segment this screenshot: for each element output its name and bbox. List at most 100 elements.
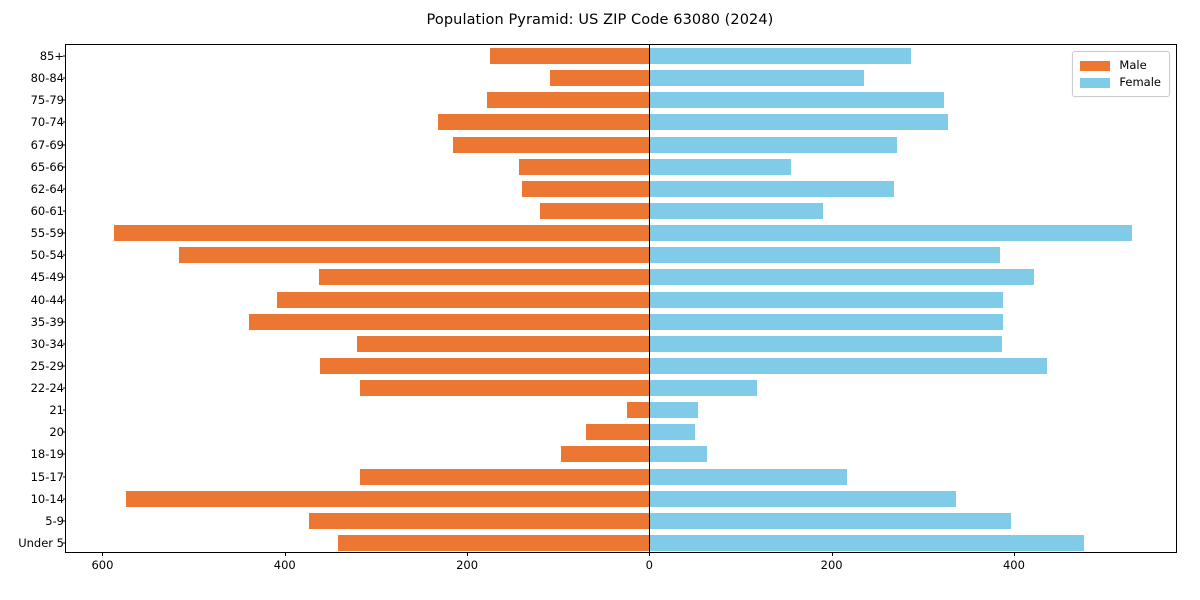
bar-male-85+ [489,48,650,65]
y-tick-label-60-61: 60-61 [30,203,64,218]
y-tick-label-20: 20 [49,425,64,440]
bar-female-30-34 [649,335,1003,352]
legend-swatch-female [1080,77,1111,88]
legend-label-female: Female [1119,74,1161,89]
y-tick-mark [62,498,66,500]
x-tick-label-0-3: 0 [645,558,654,572]
y-tick-mark [62,99,66,101]
bar-female-10-14 [649,490,956,507]
x-tick-mark [284,552,286,556]
y-tick-label-45-49: 45-49 [30,270,64,285]
y-tick-label-40-44: 40-44 [30,292,64,307]
y-tick-label-22-24: 22-24 [30,381,64,396]
bar-female-70-74 [649,114,949,131]
y-tick-mark [62,343,66,345]
bar-male-50-54 [179,247,650,264]
y-tick-mark [62,365,66,367]
bar-male-45-49 [319,269,650,286]
bar-female-5-9 [649,512,1012,529]
y-tick-mark [62,254,66,256]
bar-female-18-19 [649,446,707,463]
y-tick-label-70-74: 70-74 [30,115,64,130]
bar-male-18-19 [560,446,650,463]
bar-male-62-64 [521,180,650,197]
bar-male-21 [627,402,650,419]
y-tick-mark [62,542,66,544]
x-tick-label-200-4: 200 [820,558,843,572]
y-tick-mark [62,431,66,433]
y-tick-label-21: 21 [49,403,64,418]
y-tick-label-5-9: 5-9 [45,513,64,528]
y-tick-mark [62,409,66,411]
bar-male-25-29 [320,357,650,374]
y-tick-label-Under 5: Under 5 [18,535,64,550]
y-tick-label-65-66: 65-66 [30,159,64,174]
y-tick-mark [62,166,66,168]
bar-female-65-66 [649,158,791,175]
y-tick-label-80-84: 80-84 [30,71,64,86]
bar-female-20 [649,424,695,441]
bar-female-60-61 [649,202,823,219]
y-tick-mark [62,321,66,323]
bar-male-Under 5 [337,534,650,551]
bar-male-80-84 [549,70,650,87]
bar-male-20 [585,424,650,441]
x-tick-label-400-5: 400 [1002,558,1025,572]
bar-female-Under 5 [649,534,1085,551]
bar-female-45-49 [649,269,1034,286]
y-tick-mark [62,453,66,455]
bar-male-5-9 [309,512,650,529]
y-tick-label-55-59: 55-59 [30,226,64,241]
bar-female-22-24 [649,380,757,397]
bar-male-10-14 [126,490,650,507]
bar-female-25-29 [649,357,1047,374]
bar-female-21 [649,402,698,419]
y-tick-label-75-79: 75-79 [30,93,64,108]
legend-entry-female[interactable]: Female [1080,74,1161,91]
bar-male-65-66 [519,158,650,175]
bar-male-35-39 [249,313,650,330]
x-tick-mark [649,552,651,556]
legend-swatch-male [1080,60,1111,71]
bar-male-67-69 [453,136,650,153]
x-tick-mark [102,552,104,556]
y-tick-label-67-69: 67-69 [30,137,64,152]
bar-female-40-44 [649,291,1003,308]
y-tick-label-50-54: 50-54 [30,248,64,263]
bar-female-62-64 [649,180,894,197]
y-tick-label-15-17: 15-17 [30,469,64,484]
bar-female-75-79 [649,92,944,109]
y-tick-label-18-19: 18-19 [30,447,64,462]
y-tick-label-10-14: 10-14 [30,491,64,506]
y-tick-mark [62,520,66,522]
y-tick-mark [62,387,66,389]
bar-male-30-34 [356,335,650,352]
bar-male-22-24 [360,380,650,397]
y-tick-label-25-29: 25-29 [30,358,64,373]
x-tick-label-400-1: 400 [273,558,296,572]
y-tick-mark [62,232,66,234]
bar-female-35-39 [649,313,1003,330]
bar-female-15-17 [649,468,848,485]
y-tick-label-35-39: 35-39 [30,314,64,329]
x-tick-mark [831,552,833,556]
plot-area: 85+ 80-84 75-79 70-74 67-69 65-66 62-64 60-61 55… [18,44,1177,572]
y-tick-label-30-34: 30-34 [30,336,64,351]
y-tick-mark [62,188,66,190]
y-tick-mark [62,476,66,478]
legend-entry-male[interactable]: Male [1080,57,1161,74]
bar-female-50-54 [649,247,1001,264]
bars-layer [66,45,1176,552]
y-tick-label-62-64: 62-64 [30,181,64,196]
bar-male-55-59 [114,225,650,242]
center-axis-line [648,45,650,552]
bar-female-85+ [649,48,911,65]
legend-label-male: Male [1119,57,1147,72]
bar-female-67-69 [649,136,898,153]
y-tick-mark [62,77,66,79]
bar-female-80-84 [649,70,865,87]
chart-title: Population Pyramid: US ZIP Code 63080 (2… [426,12,774,28]
y-tick-mark [62,55,66,57]
bar-male-70-74 [437,114,650,131]
